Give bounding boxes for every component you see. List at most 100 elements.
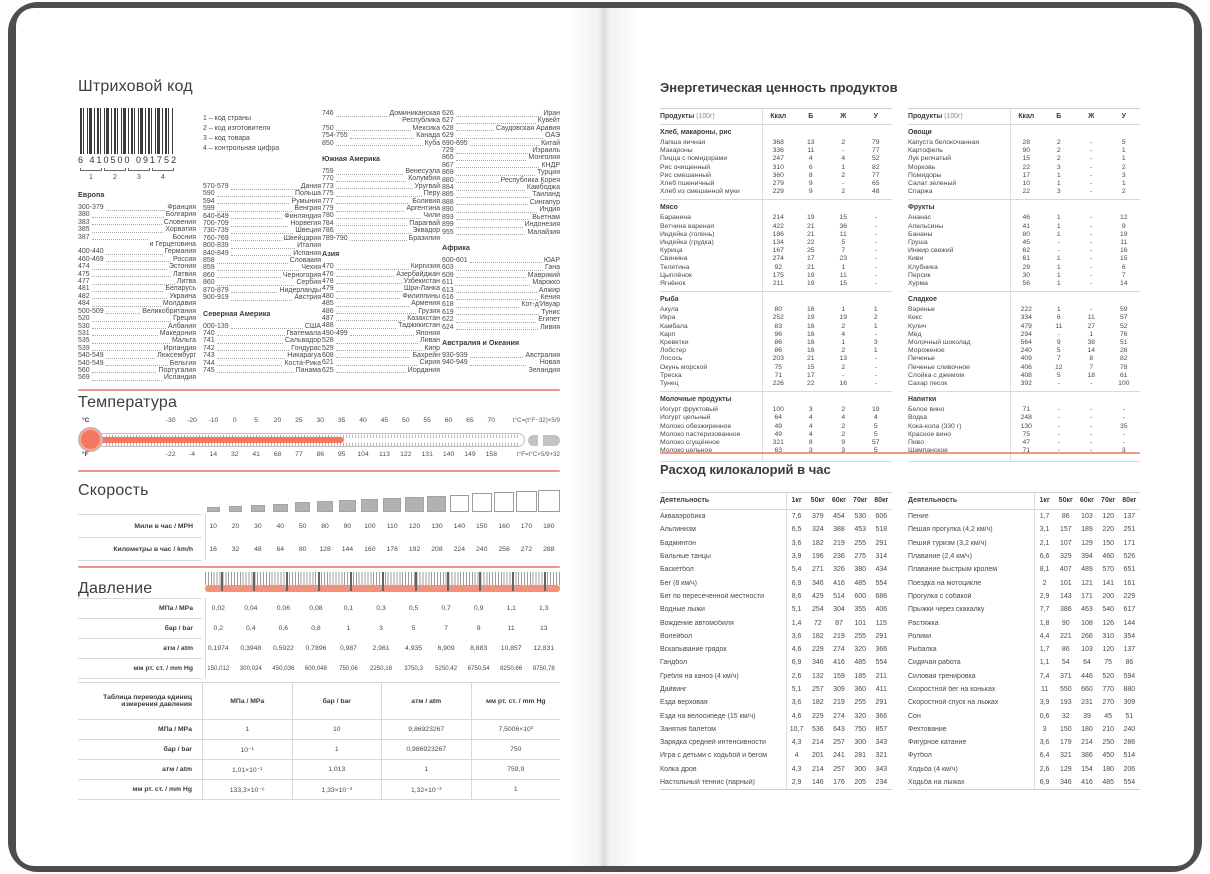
calories-value: 219	[833, 699, 845, 707]
dots-leader	[216, 257, 288, 264]
pressure-value: 0,2	[213, 625, 223, 632]
calories-value: 617	[1123, 606, 1136, 614]
energy-row: Кока-кола (330 г) 130- -35	[908, 423, 1140, 431]
activity-name: Аквааэробика	[660, 513, 706, 521]
dots-leader	[105, 308, 141, 315]
calories-value: 554	[875, 579, 888, 587]
calories-value: 137	[1123, 513, 1136, 521]
calories-row: Ходьба (4 км/ч) 2,6 129 154 180 206	[908, 763, 1140, 776]
fahrenheit-value: 158	[485, 451, 497, 458]
country-code: 484	[78, 300, 90, 308]
energy-section-name: Молочные продукты	[660, 396, 732, 404]
calories-value: 3,9	[1039, 699, 1050, 707]
energy-value: 175	[772, 271, 784, 279]
country-code: 930-939	[442, 351, 468, 359]
calories-value: 251	[1123, 526, 1136, 534]
energy-value: 1	[1056, 271, 1061, 279]
activity-name: Вскапывание грядок	[660, 646, 727, 654]
celsius-value: -10	[208, 417, 219, 424]
calories-value: 229	[1123, 592, 1136, 600]
energy-row: Спаржа 22 3-2	[908, 188, 1140, 196]
activity-name: Плавание (2,4 км/ч)	[908, 553, 972, 561]
country-name: Таджикистан	[398, 322, 440, 329]
calories-value: 182	[811, 539, 824, 547]
pressure-value: 0,06	[276, 605, 290, 612]
activity-name: Прогулка с собакой	[908, 592, 972, 600]
celsius-scale-row: °C -30 -20 -10 0 5 20 25 30 35 40 45 50 55 60 65 70 t°C…	[78, 417, 560, 424]
country-name-line: Мальта	[171, 337, 196, 345]
speed-square-cell	[269, 484, 291, 512]
country-codes-column-1: Европа 300-379 Франция 380 Болгария 383 Словен…	[78, 183, 196, 382]
product-name: Лобстер	[660, 347, 687, 355]
product-name: Пиво	[908, 439, 924, 447]
country-code-entry: 850 Куба	[322, 140, 440, 147]
dots-leader	[335, 359, 418, 366]
country-code: 858	[203, 257, 215, 265]
calories-value: 346	[811, 579, 824, 587]
activity-name: Настольный теннис (парный)	[660, 779, 755, 787]
calories-value: 185	[854, 672, 866, 680]
energy-value: -	[1090, 447, 1093, 455]
country-name-line: Венесуэла	[405, 168, 440, 176]
product-name: Спаржа	[908, 188, 933, 196]
calories-value: 6,4	[1039, 752, 1050, 760]
energy-value: -	[1090, 180, 1093, 188]
country-name: Словакия	[290, 257, 321, 264]
barcode-marker: 2	[104, 168, 126, 190]
calories-value: 453	[854, 526, 866, 534]
dots-leader	[455, 117, 536, 124]
energy-row: Цыплёнок 175 19 11-	[660, 272, 892, 280]
energy-row: Лобстер 86 16 2 1	[660, 347, 892, 355]
energy-value: 2	[1121, 188, 1126, 196]
country-code-entry: 870-879 Нидерланды	[203, 287, 321, 294]
conversion-value: 1	[470, 779, 560, 799]
calories-value: 8,1	[1039, 566, 1050, 574]
dots-leader	[455, 147, 531, 154]
pressure-row-label: бар / bar	[164, 625, 193, 632]
energy-value: -	[1090, 263, 1093, 271]
energy-value: 2	[1121, 163, 1126, 171]
energy-value: 1	[1121, 147, 1126, 155]
country-codes-column-3: 746 Доминиканская Республика 750 Мексика 754-…	[322, 110, 440, 374]
energy-value: 7	[1121, 271, 1126, 279]
calories-value: 540	[1102, 606, 1114, 614]
fahrenheit-scale-row: °F -22 -4 14 32 41 68 77 86 95 104 113 122 131 140 149…	[78, 451, 560, 458]
energy-value: -	[1090, 439, 1093, 447]
country-name: Македония	[160, 330, 196, 337]
country-code: 530	[78, 322, 90, 330]
country-code: 880	[442, 176, 454, 184]
country-code-entry: 482 Украина	[78, 293, 196, 300]
energy-row: Треска 71 17- -	[660, 372, 892, 380]
energy-row: Рис смешанный 360 8 2 77	[660, 172, 892, 180]
product-name: Ананас	[908, 214, 931, 222]
speed-section: Скорость Мили в час / MPH 10 20 30 40 50 80 90 1…	[78, 480, 560, 564]
temperature-section-title: Температура	[78, 394, 178, 411]
country-code-entry: 540-549 Бельгия	[78, 360, 196, 367]
calories-value: 643	[833, 725, 845, 733]
country-code-entry: 613 Алжир	[442, 287, 560, 294]
country-name-line: Сальвадор	[284, 337, 321, 345]
calories-value: 489	[1081, 566, 1093, 574]
country-code-entry: 624 Ливия	[442, 324, 560, 331]
energy-value: -	[874, 247, 877, 255]
energy-value: 5	[873, 430, 878, 438]
country-code: 741	[203, 337, 215, 345]
calories-value: 394	[1081, 553, 1093, 561]
fahrenheit-value: 95	[337, 451, 346, 458]
product-name: Хлеб из смешанной муки	[660, 188, 740, 196]
country-name-line: Камбоджа	[526, 184, 560, 192]
energy-value: 4	[873, 414, 878, 422]
country-name-line: Австралия	[525, 351, 560, 359]
celsius-value: 60	[444, 417, 453, 424]
country-code: 775	[322, 190, 334, 198]
calories-row: Гребля на каноэ (4 км/ч) 2,6 132 159 185 211	[660, 670, 892, 683]
activity-header: Деятельность	[660, 497, 710, 504]
dots-leader	[455, 154, 527, 161]
calories-value: 171	[1123, 539, 1136, 547]
region-header: Северная Америка	[203, 308, 271, 318]
country-code-entry: 622 Египет	[442, 316, 560, 323]
country-code: 859	[203, 264, 215, 272]
energy-row: Молочный шоколад 564 9 38 51	[908, 339, 1140, 347]
calories-value: 270	[1102, 699, 1114, 707]
country-name-line: Бахрейн	[412, 351, 440, 359]
